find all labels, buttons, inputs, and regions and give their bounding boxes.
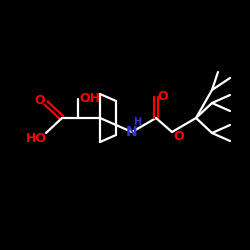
Text: O: O xyxy=(158,90,168,102)
Text: N: N xyxy=(126,125,138,139)
Text: O: O xyxy=(174,130,184,142)
Text: H: H xyxy=(133,117,141,127)
Text: HO: HO xyxy=(26,132,46,144)
Text: O: O xyxy=(35,94,45,106)
Text: OH: OH xyxy=(80,92,100,104)
